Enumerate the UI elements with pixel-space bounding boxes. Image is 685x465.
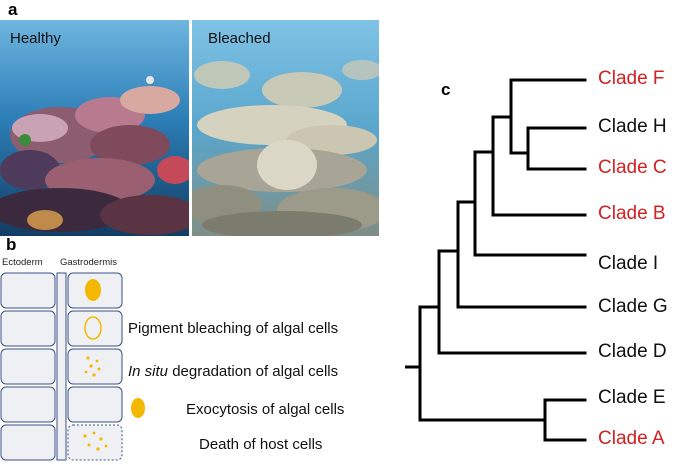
panel-a-letter: a: [8, 0, 18, 19]
bleached-label: Bleached: [208, 30, 271, 47]
ectoderm-cell: [0, 310, 56, 347]
gastrodermis-cell: [67, 386, 123, 423]
clade-label: Clade D: [598, 341, 667, 362]
clade-label: Clade E: [598, 387, 666, 408]
clade-label: Clade F: [598, 68, 665, 89]
healthy-coral-photo: Healthy: [0, 20, 189, 236]
mechanism-label: Pigment bleaching of algal cells: [128, 320, 339, 337]
phylogenetic-tree: [405, 78, 587, 442]
panel-c-letter: c: [441, 80, 451, 99]
bleached-algal-cell: [84, 316, 102, 340]
algal-cell: [85, 279, 101, 301]
clade-label: Clade B: [598, 203, 666, 224]
cell-diagram: [0, 272, 145, 461]
clade-label: Clade H: [598, 116, 667, 137]
host-cell-debris: [83, 431, 108, 451]
clade-label: Clade G: [598, 296, 668, 317]
ectoderm-cell: [0, 386, 56, 423]
degraded-algal-fragments: [84, 356, 101, 377]
ectoderm-cell: [0, 424, 56, 461]
mechanism-label: Exocytosis of algal cells: [186, 401, 345, 418]
gastrodermis-label: Gastrodermis: [60, 257, 118, 268]
exocytosed-algal-cell: [131, 398, 145, 418]
ectoderm-cell: [0, 348, 56, 385]
clade-label: Clade I: [598, 253, 659, 274]
healthy-label: Healthy: [10, 30, 61, 47]
gastrodermis-cell: [67, 310, 123, 347]
mechanism-label: Death of host cells: [199, 436, 323, 453]
gastrodermis-cell: [67, 348, 123, 385]
mesoglea: [56, 272, 67, 461]
clade-label: Clade A: [598, 428, 665, 449]
dying-host-cell: [67, 424, 123, 461]
mechanism-label: In situ degradation of algal cells: [128, 363, 339, 380]
ectoderm-label: Ectoderm: [2, 257, 43, 268]
ectoderm-cell: [0, 272, 56, 309]
clade-label: Clade C: [598, 157, 667, 178]
bleached-coral-photo: Bleached: [192, 20, 379, 236]
panel-b-letter: b: [6, 235, 17, 254]
